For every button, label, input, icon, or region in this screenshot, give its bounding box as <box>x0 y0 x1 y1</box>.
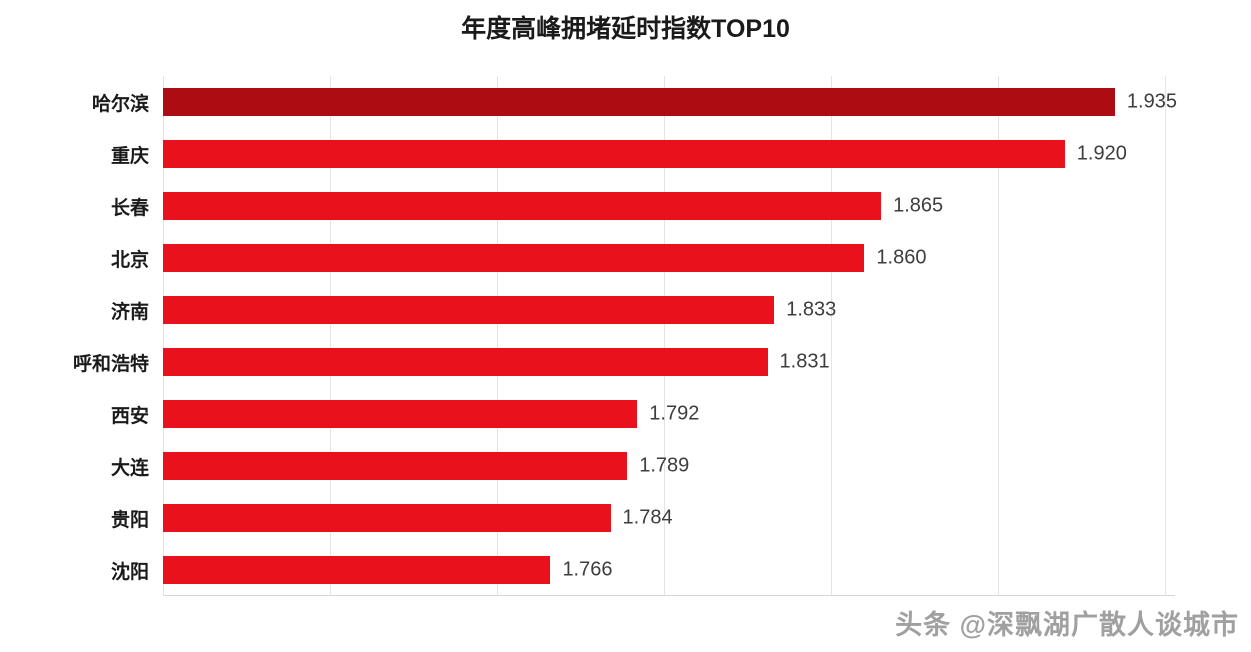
bar-row: 大连 1.789 <box>0 440 1251 492</box>
value-label: 1.865 <box>893 194 944 217</box>
bar-track: 1.865 <box>163 180 1165 232</box>
gridline <box>664 76 665 596</box>
bar-row: 重庆 1.920 <box>0 128 1251 180</box>
value-label: 1.792 <box>649 402 700 425</box>
value-label: 1.784 <box>622 506 673 529</box>
category-label: 大连 <box>110 457 149 479</box>
bar-track: 1.766 <box>163 544 1165 596</box>
bar-row: 哈尔滨 1.935 <box>0 76 1251 128</box>
bar <box>163 400 638 428</box>
category-label: 北京 <box>110 249 149 271</box>
value-label: 1.833 <box>786 298 837 321</box>
bar <box>163 244 865 272</box>
bar <box>163 192 882 220</box>
gridline <box>1165 76 1166 596</box>
bar-track: 1.789 <box>163 440 1165 492</box>
value-label: 1.935 <box>1126 90 1177 113</box>
category-label: 重庆 <box>110 145 149 167</box>
gridline <box>330 76 331 596</box>
gridline <box>497 76 498 596</box>
bar <box>163 504 611 532</box>
bar-chart: 哈尔滨 1.935 重庆 1.920 长春 1.865 北京 1.860 济南 1.833 呼和浩特… <box>0 76 1251 596</box>
bar-track: 1.860 <box>163 232 1165 284</box>
bar <box>163 296 775 324</box>
bar <box>163 556 551 584</box>
value-label: 1.860 <box>876 246 927 269</box>
bar-row: 贵阳 1.784 <box>0 492 1251 544</box>
bar-row: 北京 1.860 <box>0 232 1251 284</box>
value-label: 1.766 <box>562 558 613 581</box>
category-label: 沈阳 <box>110 561 149 583</box>
bar-rows: 哈尔滨 1.935 重庆 1.920 长春 1.865 北京 1.860 济南 1.833 呼和浩特… <box>0 76 1251 596</box>
gridline <box>163 76 164 596</box>
category-label: 西安 <box>110 405 149 427</box>
bar-row: 呼和浩特 1.831 <box>0 336 1251 388</box>
bar-row: 济南 1.833 <box>0 284 1251 336</box>
gridline <box>831 76 832 596</box>
value-label: 1.831 <box>779 350 830 373</box>
category-label: 贵阳 <box>110 509 149 531</box>
bar-track: 1.920 <box>163 128 1165 180</box>
bar-track: 1.831 <box>163 336 1165 388</box>
bar <box>163 452 628 480</box>
bar-row: 长春 1.865 <box>0 180 1251 232</box>
value-label: 1.920 <box>1076 142 1127 165</box>
bar-row: 西安 1.792 <box>0 388 1251 440</box>
bar-track: 1.935 <box>163 76 1177 128</box>
bar-track: 1.833 <box>163 284 1165 336</box>
bar <box>163 348 768 376</box>
value-label: 1.789 <box>639 454 690 477</box>
bar <box>163 140 1065 168</box>
bar <box>163 88 1115 116</box>
bar-row: 沈阳 1.766 <box>0 544 1251 596</box>
category-label: 哈尔滨 <box>91 93 149 115</box>
gridline <box>998 76 999 596</box>
category-label: 长春 <box>110 197 149 219</box>
category-label: 呼和浩特 <box>72 353 149 375</box>
category-label: 济南 <box>110 301 149 323</box>
x-axis-line <box>163 595 1175 596</box>
plot-area <box>163 76 1166 596</box>
bar-track: 1.784 <box>163 492 1165 544</box>
chart-title: 年度高峰拥堵延时指数TOP10 <box>461 15 790 43</box>
watermark: 头条 @深飘湖广散人谈城市 <box>895 610 1239 640</box>
bar-track: 1.792 <box>163 388 1165 440</box>
